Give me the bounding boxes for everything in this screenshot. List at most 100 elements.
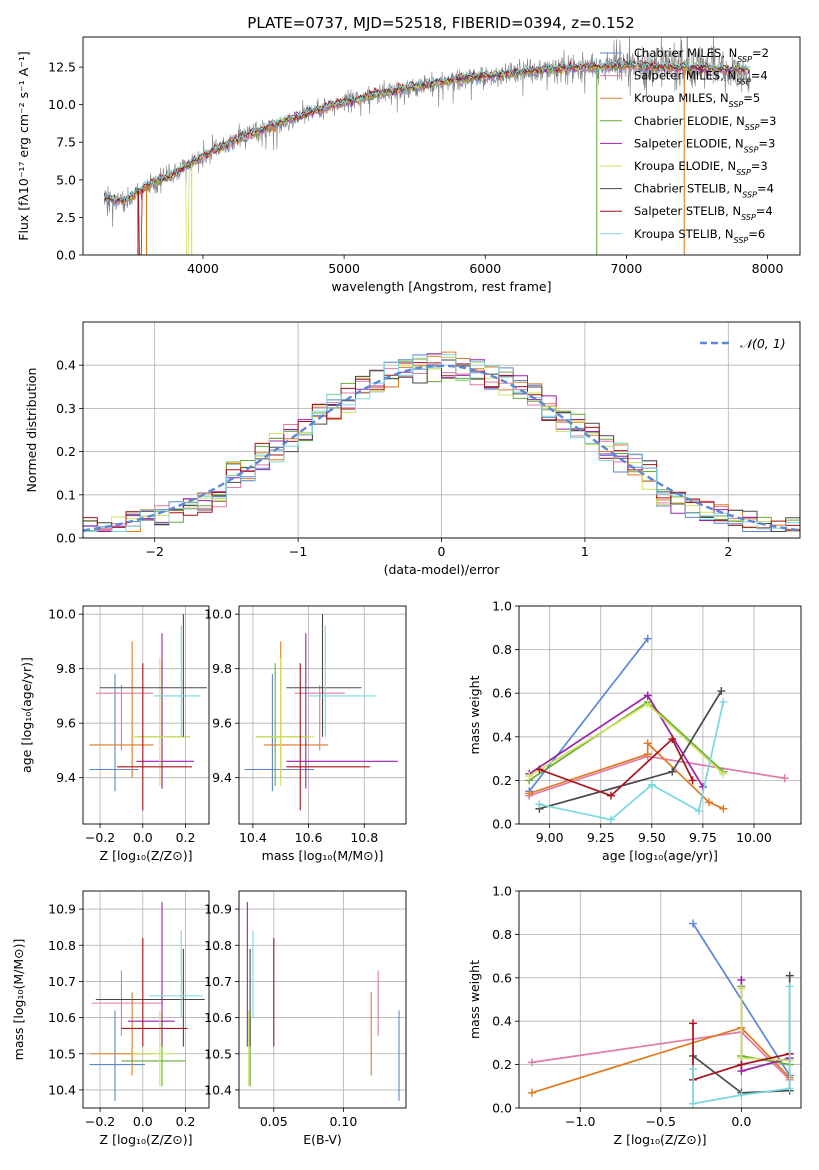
data-point [689, 919, 698, 928]
x-tick-label: 10.4 [239, 830, 267, 845]
legend-nssp: =3 [760, 114, 777, 128]
x-axis-label: age [log₁₀(age/yr)] [602, 848, 718, 863]
y-tick-label: 10.6 [204, 1010, 232, 1025]
data-point [694, 806, 703, 815]
series-kroupa-stelib [689, 982, 794, 1108]
y-tick-label: 9.6 [56, 716, 76, 731]
y-tick-label: 0.0 [492, 817, 512, 832]
legend-subscript: SSP [734, 235, 749, 244]
data-point [525, 772, 534, 781]
axes-frame [82, 605, 210, 825]
x-tick-label: −0.2 [85, 1114, 115, 1129]
x-tick-label: 0.0 [731, 1114, 751, 1129]
x-axis-label: Z [log₁₀(Z/Z⊙)] [614, 1132, 707, 1147]
legend-label-kroupa-stelib: Kroupa STELIB, NSSP=6 [634, 227, 765, 245]
legend-subscript: SSP [729, 100, 744, 109]
series-line [528, 700, 724, 782]
y-axis-label: mass weight [467, 960, 482, 1039]
axes-frame [238, 605, 407, 825]
axes-frame [518, 605, 802, 825]
x-tick-label: −2 [145, 544, 163, 559]
plot-area-age_vs_mass [244, 614, 398, 811]
data-point [780, 774, 789, 783]
data-point [719, 769, 728, 778]
legend-subscript: SSP [736, 77, 751, 86]
plot-area-mass_vs_ebv [246, 901, 400, 1101]
data-point [527, 1088, 536, 1097]
data-point [606, 815, 615, 824]
legend-subscript: SSP [741, 213, 756, 222]
data-point [705, 798, 714, 807]
data-point [719, 697, 728, 706]
x-axis-label: Z [log₁₀(Z/Z⊙)] [100, 1132, 193, 1147]
model-spectrum-chabrier-stelib [103, 59, 750, 203]
legend-subscript: SSP [736, 168, 751, 177]
series-line [528, 638, 649, 792]
y-tick-label: 0.0 [56, 531, 76, 546]
series-salpeter-elodie [525, 691, 707, 791]
data-point [689, 1019, 698, 1028]
errorbar-kroupa-miles [264, 641, 329, 778]
legend-nssp: =5 [743, 91, 760, 105]
x-axis-label: Z [log₁₀(Z/Z⊙)] [100, 848, 193, 863]
axes-mass_vs_Z: −0.2 0.0 0.2 10.4 10.5 10.6 10.7 10.8 10.9 Z [log… [11, 890, 210, 1147]
errorbar-kroupa-stelib [308, 625, 376, 737]
x-axis-label: E(B-V) [303, 1132, 342, 1147]
axis-decor-mass_weight_vs_age: 9.00 9.25 9.50 9.75 10.00 0.0 0.2 0.4 0.6 0.8 1.0 a… [467, 599, 802, 863]
data-point [785, 971, 794, 980]
data-point [737, 975, 746, 984]
errorbar-salpeter-miles [91, 970, 163, 1036]
x-tick-label: 9.50 [638, 830, 666, 845]
data-point [527, 1058, 536, 1067]
y-tick-label: 10.6 [48, 1010, 76, 1025]
y-tick-label: 10.8 [204, 938, 232, 953]
y-tick-label: 0.4 [492, 1014, 512, 1029]
errorbar-kroupa-elodie [255, 657, 315, 786]
legend-label-kroupa-miles: Kroupa MILES, NSSP=5 [634, 91, 760, 109]
errorbar-chabrier-stelib [95, 948, 205, 1047]
y-tick-label: 10.0 [48, 607, 76, 622]
y-tick-label: 9.6 [212, 716, 232, 731]
x-tick-label: 0.2 [176, 830, 196, 845]
legend-label-salpeter-elodie: Salpeter ELODIE, NSSP=3 [634, 136, 775, 154]
series-line [539, 737, 694, 797]
legend-subscript: SSP [737, 55, 752, 64]
data-point [689, 1064, 698, 1073]
y-tick-label: 10.8 [48, 938, 76, 953]
x-tick-label: 9.25 [587, 830, 615, 845]
errorbar-salpeter-stelib [121, 938, 188, 1047]
x-tick-label: 10.8 [350, 830, 378, 845]
errorbar-chabrier-stelib [100, 614, 207, 737]
y-tick-label: 9.8 [56, 661, 76, 676]
y-tick-label: 9.8 [212, 661, 232, 676]
legend-subscript: SSP [744, 145, 759, 154]
data-point [688, 776, 697, 785]
legend-nssp: =4 [757, 182, 774, 196]
legend-nssp: =3 [751, 159, 768, 173]
y-tick-label: 0.2 [56, 444, 76, 459]
series-line [528, 703, 724, 777]
y-tick-label: 10.7 [48, 974, 76, 989]
legend-label-salpeter-stelib: Salpeter STELIB, NSSP=4 [634, 204, 773, 222]
legend-label-chabrier-elodie: Chabrier ELODIE, NSSP=3 [634, 114, 776, 132]
x-tick-label: 9.00 [536, 830, 564, 845]
series-line [539, 701, 725, 821]
legend-subscript: SSP [745, 122, 760, 131]
x-tick-label: 6000 [469, 261, 501, 276]
errorbar-chabrier-miles [89, 1010, 145, 1101]
y-axis-label: mass [log₁₀(M/M⊙)] [11, 939, 26, 1061]
plot-area-mass_weight_vs_Z [527, 919, 794, 1108]
series-kroupa-miles [525, 739, 728, 813]
axes-frame [238, 890, 407, 1109]
y-tick-label: 9.4 [212, 770, 232, 785]
figure-content: 4000 5000 6000 7000 80000.02.55.07.510.012.5… [11, 36, 802, 1147]
y-tick-label: 10.5 [204, 1046, 232, 1061]
series-line [740, 988, 790, 1062]
y-tick-label: 1.0 [492, 884, 512, 899]
legend-label-chabrier-miles: Chabrier MILES, NSSP=2 [634, 46, 769, 64]
x-tick-label: 10.00 [736, 830, 772, 845]
data-point [535, 765, 544, 774]
errorbar-chabrier-stelib [286, 614, 362, 737]
x-tick-label: 2 [724, 544, 732, 559]
errorbar-salpeter-stelib [286, 663, 370, 811]
